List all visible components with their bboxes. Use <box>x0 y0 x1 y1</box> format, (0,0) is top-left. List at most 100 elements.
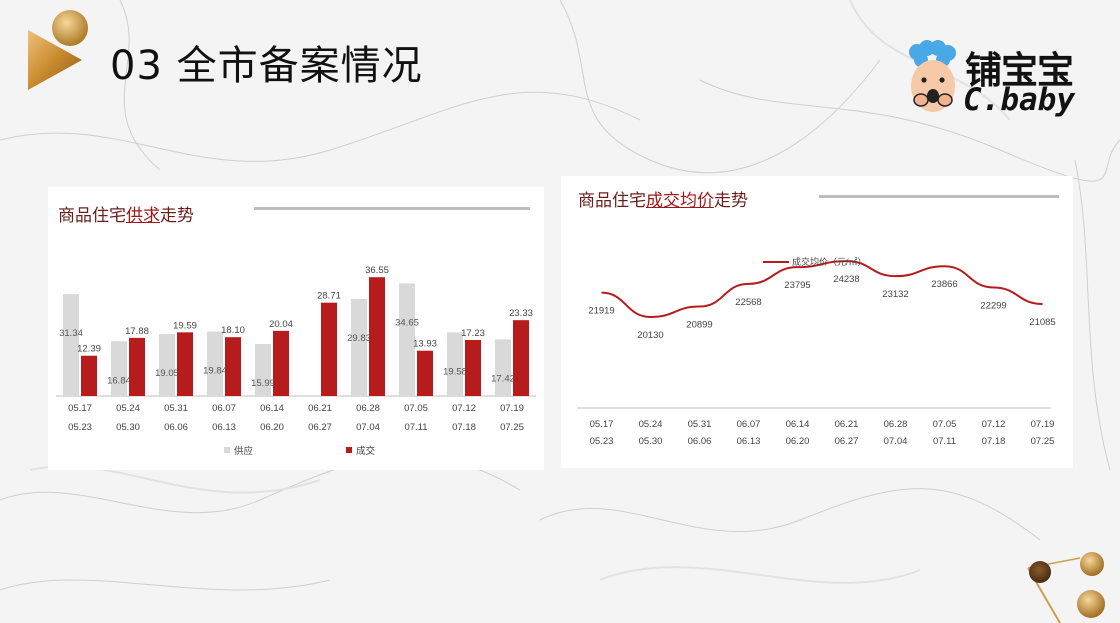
average-price-line-chart: 21919 20130 20899 22568 23795 24238 23132 23866… <box>577 256 1056 447</box>
baby-mascot-icon <box>909 40 956 112</box>
x-tick-label-start: 06.28 <box>884 419 908 430</box>
deal-data-label: 17.23 <box>461 328 485 339</box>
deal-data-label: 23.33 <box>509 308 533 319</box>
logo-chinese-name: 铺宝宝 <box>965 49 1074 92</box>
slide-title: 03 全市备案情况 <box>110 43 423 89</box>
title-suffix: 走势 <box>714 191 748 211</box>
x-tick-label-end: 06.13 <box>737 436 761 447</box>
deal-data-label: 18.10 <box>221 325 245 336</box>
deal-bar <box>513 320 529 396</box>
deal-bar <box>273 330 289 396</box>
x-tick-label-start: 07.19 <box>1031 419 1055 430</box>
x-tick-label-end: 06.27 <box>835 436 859 447</box>
logo-english-name: C.baby <box>963 82 1075 118</box>
price-data-label: 22299 <box>980 301 1006 312</box>
brand-logo: 铺宝宝 C.baby <box>905 38 1085 118</box>
supply-data-label: 19.58 <box>443 366 467 377</box>
gold-circle-decoration <box>1027 552 1105 623</box>
supply-demand-panel: 商品住宅供求走势 31.34 12.39 05.17 05.23 16.84 17.88 0… <box>48 187 544 470</box>
price-data-label: 23795 <box>784 280 810 291</box>
average-price-panel: 商品住宅成交均价走势 21919 20130 20899 22568 23795 2423… <box>561 176 1073 468</box>
title-underlined: 成交均价 <box>646 191 714 211</box>
x-tick-label-end: 06.20 <box>260 422 284 433</box>
x-tick-label-end: 06.06 <box>688 436 712 447</box>
deal-data-label: 13.93 <box>413 339 437 350</box>
supply-bar <box>495 339 511 396</box>
x-tick-label-start: 06.28 <box>356 403 380 414</box>
title-prefix: 商品住宅 <box>58 206 126 226</box>
deal-bar <box>369 277 385 396</box>
gold-triangle-decoration <box>28 10 88 90</box>
supply-bar <box>255 344 271 396</box>
x-tick-label-start: 06.07 <box>737 419 761 430</box>
deal-bar <box>321 302 337 396</box>
x-tick-label-start: 07.05 <box>933 419 957 430</box>
deal-data-label: 17.88 <box>125 326 149 337</box>
x-tick-label-start: 05.31 <box>164 403 188 414</box>
deal-bar <box>465 340 481 396</box>
x-tick-label-end: 07.25 <box>500 422 524 433</box>
x-tick-label-start: 07.05 <box>404 403 428 414</box>
average-price-title: 商品住宅成交均价走势 <box>578 186 748 211</box>
deal-bar <box>81 355 97 396</box>
deal-data-label: 12.39 <box>77 344 101 355</box>
x-tick-label-start: 05.17 <box>590 419 614 430</box>
legend-deal-label: 成交 <box>356 445 376 457</box>
x-tick-label-start: 05.17 <box>68 403 92 414</box>
x-tick-label-start: 06.14 <box>260 403 284 414</box>
supply-bar <box>111 341 127 396</box>
x-tick-label-end: 07.25 <box>1031 436 1055 447</box>
supply-data-label: 19.84 <box>203 366 227 377</box>
supply-data-label: 31.34 <box>59 328 83 339</box>
x-tick-label-start: 07.19 <box>500 403 524 414</box>
legend-deal-swatch <box>346 447 352 453</box>
legend-supply-label: 供应 <box>234 445 254 457</box>
price-data-label: 20899 <box>686 320 712 331</box>
x-tick-label-start: 05.24 <box>116 403 140 414</box>
x-tick-label-start: 06.21 <box>835 419 859 430</box>
x-tick-label-end: 07.18 <box>982 436 1006 447</box>
legend-price-label: 成交均价（元/㎡） <box>792 256 867 267</box>
x-tick-label-start: 05.24 <box>639 419 663 430</box>
title-rule <box>254 207 530 210</box>
x-tick-label-end: 05.30 <box>116 422 140 433</box>
deal-data-label: 20.04 <box>269 319 293 330</box>
x-tick-label-end: 05.30 <box>639 436 663 447</box>
x-tick-label-start: 06.14 <box>786 419 810 430</box>
price-data-label: 23132 <box>882 289 908 300</box>
title-prefix: 商品住宅 <box>578 191 646 211</box>
x-tick-label-end: 07.18 <box>452 422 476 433</box>
supply-bar <box>159 334 175 396</box>
deal-bar <box>177 332 193 396</box>
supply-data-label: 16.84 <box>107 375 131 386</box>
supply-data-label: 19.05 <box>155 368 179 379</box>
deal-data-label: 36.55 <box>365 265 389 276</box>
x-tick-label-end: 06.27 <box>308 422 332 433</box>
title-underlined: 供求 <box>126 206 160 226</box>
legend-supply-swatch <box>224 447 230 453</box>
x-tick-label-end: 06.06 <box>164 422 188 433</box>
supply-bar <box>351 299 367 396</box>
supply-data-label: 34.65 <box>395 317 419 328</box>
price-data-label: 21085 <box>1029 317 1055 328</box>
price-data-label: 22568 <box>735 297 761 308</box>
supply-bar <box>399 283 415 396</box>
x-tick-label-end: 05.23 <box>590 436 614 447</box>
supply-bar <box>63 294 79 396</box>
price-series-line <box>601 260 1043 319</box>
supply-data-label: 15.99 <box>251 378 275 389</box>
supply-demand-title: 商品住宅供求走势 <box>58 201 194 226</box>
supply-demand-bar-chart: 31.34 12.39 05.17 05.23 16.84 17.88 05.24 05.30… <box>56 265 536 457</box>
title-suffix: 走势 <box>160 206 194 226</box>
deal-bar <box>129 337 145 396</box>
deal-data-label: 19.59 <box>173 320 197 331</box>
deal-data-label: 28.71 <box>317 291 341 302</box>
x-tick-label-end: 06.13 <box>212 422 236 433</box>
x-tick-label-start: 05.31 <box>688 419 712 430</box>
supply-data-label: 17.42 <box>491 373 515 384</box>
price-data-label: 23866 <box>931 279 957 290</box>
x-tick-label-end: 05.23 <box>68 422 92 433</box>
price-data-label: 20130 <box>637 330 663 341</box>
x-tick-label-start: 06.07 <box>212 403 236 414</box>
price-data-label: 24238 <box>833 274 859 285</box>
